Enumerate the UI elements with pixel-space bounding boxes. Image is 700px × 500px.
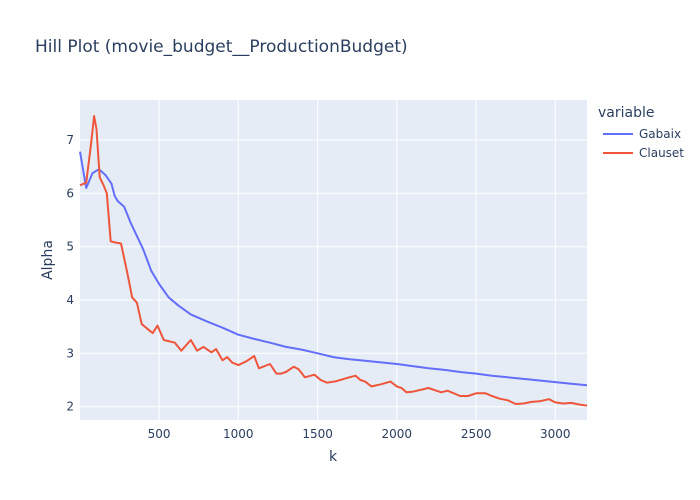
x-tick-label: 500 bbox=[148, 427, 171, 441]
legend-title: variable bbox=[598, 105, 654, 121]
y-tick-label: 5 bbox=[66, 240, 74, 254]
series-line-gabaix bbox=[79, 151, 588, 387]
y-tick-label: 3 bbox=[66, 346, 74, 360]
y-tick-label: 4 bbox=[66, 293, 74, 307]
y-tick-label: 6 bbox=[66, 186, 74, 200]
plot-area bbox=[80, 100, 587, 420]
legend-label-clauset: Clauset bbox=[639, 146, 684, 160]
x-tick-labels: 500 1000 1500 2000 2500 3000 bbox=[148, 427, 571, 441]
x-axis-title: k bbox=[329, 449, 338, 465]
legend-label-gabaix: Gabaix bbox=[639, 127, 681, 141]
y-tick-labels: 2 3 4 5 6 7 bbox=[66, 133, 74, 414]
x-tick-label: 1500 bbox=[302, 427, 333, 441]
y-axis-title: Alpha bbox=[40, 240, 56, 280]
y-tick-label: 7 bbox=[66, 133, 74, 147]
x-tick-label: 3000 bbox=[540, 427, 571, 441]
series-line-clauset bbox=[79, 115, 588, 407]
series-lines bbox=[79, 115, 588, 407]
x-tick-label: 1000 bbox=[223, 427, 254, 441]
legend: variable Gabaix Clauset bbox=[598, 105, 684, 160]
y-tick-label: 2 bbox=[66, 400, 74, 414]
chart-title: Hill Plot (movie_budget__ProductionBudge… bbox=[35, 37, 408, 57]
x-tick-label: 2500 bbox=[461, 427, 492, 441]
gridlines bbox=[80, 100, 587, 420]
legend-items: Gabaix Clauset bbox=[603, 127, 684, 160]
x-tick-label: 2000 bbox=[382, 427, 413, 441]
